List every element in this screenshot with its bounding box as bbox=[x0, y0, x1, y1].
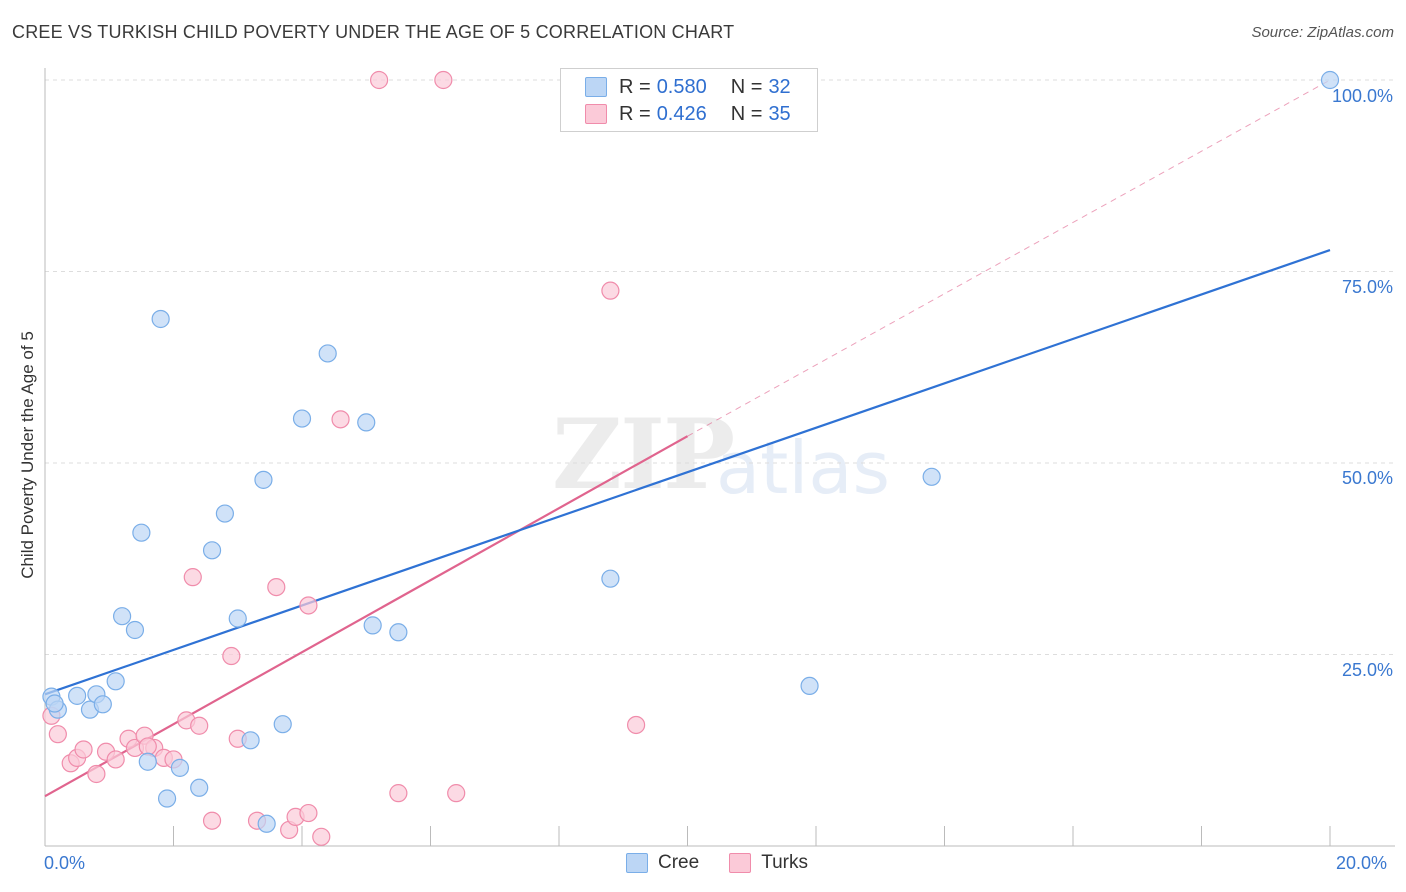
legend-row-cree: R = 0.580 N = 32 bbox=[585, 74, 797, 100]
turks-point bbox=[389, 784, 408, 803]
legend-r-value: 0.580 bbox=[656, 75, 707, 98]
turks-point bbox=[434, 70, 453, 90]
y-tick-label-100: 100.0% bbox=[1331, 86, 1393, 106]
turks-point bbox=[202, 811, 222, 830]
cree-point bbox=[363, 616, 382, 635]
cree-point bbox=[112, 607, 132, 626]
cree-swatch-icon bbox=[585, 77, 607, 97]
legend-n-label: N = bbox=[730, 75, 763, 98]
turks-point bbox=[299, 803, 318, 823]
cree-point bbox=[357, 413, 376, 432]
turks-point bbox=[331, 410, 350, 429]
series-legend: Cree Turks bbox=[626, 852, 838, 874]
legend-label-cree: Cree bbox=[658, 852, 700, 873]
cree-point bbox=[254, 470, 273, 489]
cree-point bbox=[132, 523, 151, 542]
legend-item-turks: Turks bbox=[729, 852, 808, 874]
trendlines bbox=[44, 79, 1331, 798]
cree-point bbox=[157, 789, 177, 808]
grid-lines bbox=[45, 79, 1395, 655]
turks-trendline-extension bbox=[687, 79, 1331, 437]
turks-point bbox=[48, 725, 67, 744]
cree-point bbox=[228, 609, 247, 628]
cree-point bbox=[45, 694, 64, 713]
cree-point bbox=[215, 504, 234, 523]
turks-point bbox=[190, 716, 209, 735]
source-label: Source: ZipAtlas.com bbox=[1251, 24, 1394, 41]
turks-point bbox=[447, 784, 466, 803]
cree-point bbox=[93, 695, 112, 714]
cree-point bbox=[68, 686, 87, 705]
legend-n-value: 32 bbox=[768, 75, 791, 98]
cree-trendline bbox=[44, 249, 1331, 696]
legend-row-turks: R = 0.426 N = 35 bbox=[585, 101, 797, 127]
x-tick-label-min: 0.0% bbox=[44, 853, 86, 873]
legend-n-value: 35 bbox=[768, 102, 791, 125]
turks-point bbox=[222, 646, 241, 666]
cree-point bbox=[170, 758, 190, 777]
turks-point bbox=[370, 70, 389, 90]
turks-point bbox=[87, 764, 106, 784]
cree-swatch-icon bbox=[626, 853, 648, 873]
data-points bbox=[42, 70, 1340, 846]
cree-point bbox=[800, 676, 819, 696]
cree-point bbox=[241, 731, 260, 750]
cree-point bbox=[257, 814, 276, 833]
watermark-zip: ZIP bbox=[552, 398, 735, 511]
turks-point bbox=[601, 281, 620, 300]
watermark-atlas: atlas bbox=[716, 426, 890, 510]
legend-r-label: R = bbox=[619, 102, 651, 125]
cree-point bbox=[151, 309, 170, 329]
y-tick-label-25: 25.0% bbox=[1341, 660, 1393, 680]
legend-n-label: N = bbox=[730, 102, 763, 125]
turks-swatch-icon bbox=[585, 104, 607, 124]
cree-point bbox=[190, 778, 209, 797]
turks-point bbox=[183, 568, 202, 587]
turks-point bbox=[74, 740, 93, 759]
axes bbox=[44, 68, 1395, 847]
legend-item-cree: Cree bbox=[626, 852, 699, 874]
y-axis-label: Child Poverty Under the Age of 5 bbox=[18, 331, 37, 579]
turks-point bbox=[312, 827, 331, 846]
legend-r-label: R = bbox=[619, 75, 651, 98]
cree-point bbox=[138, 752, 157, 771]
cree-point bbox=[292, 409, 312, 428]
x-tick-label-max: 20.0% bbox=[1336, 853, 1388, 873]
cree-point bbox=[202, 541, 222, 560]
legend-r-value: 0.426 bbox=[656, 102, 707, 125]
cree-point bbox=[1320, 70, 1340, 90]
y-tick-label-50: 50.0% bbox=[1341, 468, 1393, 488]
cree-point bbox=[106, 672, 125, 691]
cree-point bbox=[273, 715, 292, 734]
y-tick-label-75: 75.0% bbox=[1341, 277, 1393, 297]
turks-point bbox=[138, 737, 157, 756]
cree-point bbox=[125, 620, 145, 640]
cree-point bbox=[922, 467, 941, 486]
correlation-legend: R = 0.580 N = 32 R = 0.426 N = 35 bbox=[560, 68, 818, 132]
turks-point bbox=[299, 596, 318, 615]
turks-point bbox=[267, 577, 286, 597]
chart-title: CREE VS TURKISH CHILD POVERTY UNDER THE … bbox=[12, 22, 735, 42]
cree-point bbox=[389, 623, 408, 642]
legend-label-turks: Turks bbox=[761, 852, 808, 873]
cree-point bbox=[601, 569, 620, 588]
turks-point bbox=[106, 750, 125, 769]
turks-swatch-icon bbox=[729, 853, 752, 873]
turks-point bbox=[626, 715, 646, 735]
cree-point bbox=[318, 344, 337, 363]
